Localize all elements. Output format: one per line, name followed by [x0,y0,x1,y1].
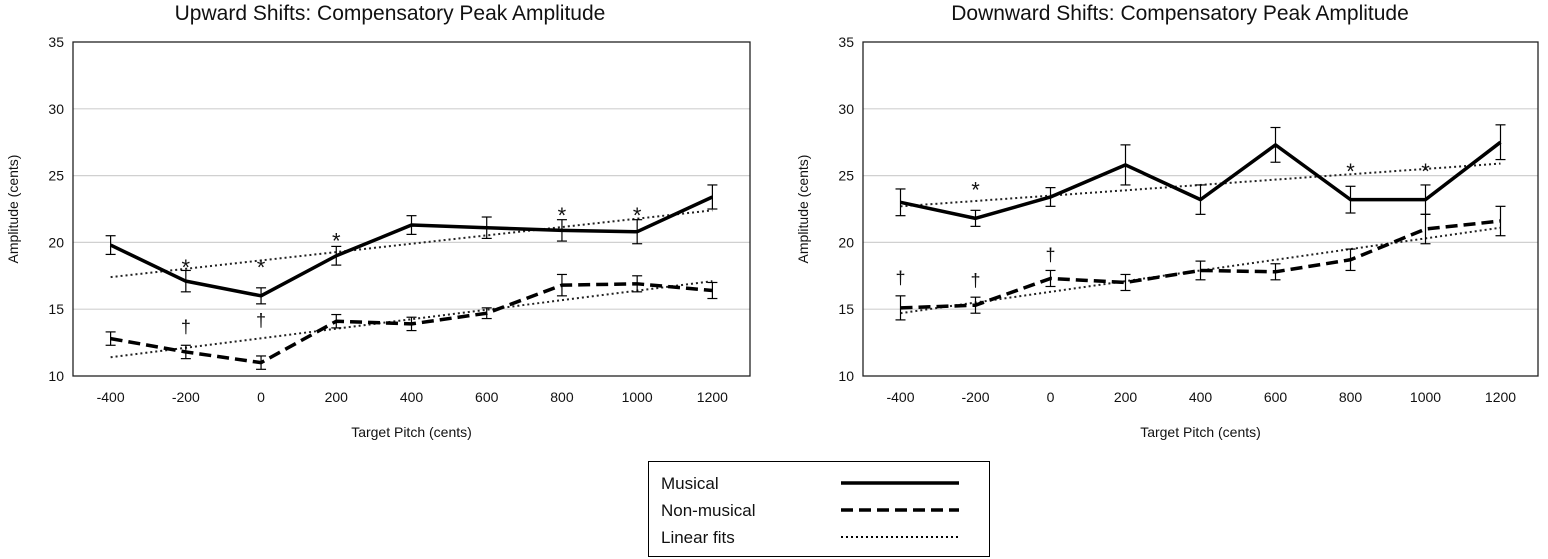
x-tick-label: -400 [97,389,125,405]
legend-item-musical: Musical [661,472,981,498]
legend-item-linear-fits: Linear fits [661,526,981,552]
chart-title: Upward Shifts: Compensatory Peak Amplitu… [174,2,606,25]
x-tick-label: 400 [400,389,424,405]
y-tick-label: 10 [838,368,854,384]
downward-shifts-plot: 10 15 20 25 30 35 -400 -200 0 200 400 600 800 1000 120… [795,34,1539,440]
significance-star: * [332,228,341,253]
significance-star: * [971,178,980,203]
x-tick-label: 1000 [622,389,653,405]
x-tick-label: 1200 [1485,389,1516,405]
x-axis-label: Target Pitch (cents) [1140,424,1261,440]
legend-label: Musical [661,474,719,493]
y-tick-label: 35 [838,34,854,50]
significance-star: * [633,203,642,228]
y-tick-label: 35 [48,34,64,50]
x-tick-label: -200 [172,389,200,405]
plot-frame [72,41,751,377]
significance-dagger: † [1045,245,1055,265]
significance-dagger: † [181,317,191,337]
linear-fit-line [900,226,1501,315]
y-axis-label: Amplitude (cents) [795,155,811,264]
x-tick-label: 400 [1189,389,1213,405]
chart-title: Downward Shifts: Compensatory Peak Ampli… [951,2,1409,25]
plot-frame [862,41,1539,377]
significance-star: * [182,255,191,280]
x-tick-label: 1000 [1410,389,1441,405]
x-tick-label: 0 [1047,389,1055,405]
x-tick-label: 800 [550,389,574,405]
y-tick-label: 10 [48,368,64,384]
legend-label: Linear fits [661,528,735,547]
y-tick-label: 25 [48,168,64,184]
significance-star: * [1346,159,1355,184]
y-tick-label: 15 [838,301,854,317]
y-tick-label: 30 [48,101,64,117]
y-tick-label: 30 [838,101,854,117]
legend-item-non-musical: Non-musical [661,499,981,525]
linear-fit-line [110,280,713,359]
dotted-line-swatch [841,536,959,538]
non-musical-series-line [900,219,1501,310]
y-tick-label: 20 [48,234,64,250]
x-axis-label: Target Pitch (cents) [351,424,472,440]
x-tick-label: 600 [1264,389,1288,405]
x-tick-label: 600 [475,389,499,405]
dashed-line-swatch [841,508,959,512]
solid-line-swatch [841,481,959,485]
x-tick-label: 1200 [697,389,728,405]
downward-shifts-chart: Downward Shifts: Compensatory Peak Ampli… [780,0,1548,450]
upward-shifts-plot: 10 15 20 25 30 35 -400 -200 0 200 400 600 800 1000 120… [5,34,751,440]
y-tick-label: 20 [838,234,854,250]
legend-label: Non-musical [661,501,756,520]
legend: Musical Non-musical Linear fits [648,461,990,557]
significance-star: * [558,203,567,228]
x-tick-label: 800 [1339,389,1363,405]
x-tick-label: -400 [886,389,914,405]
x-tick-label: -200 [961,389,989,405]
y-tick-label: 15 [48,301,64,317]
significance-star: * [1421,159,1430,184]
significance-dagger: † [256,311,266,331]
linear-fit-line [110,209,713,279]
upward-shifts-chart: Upward Shifts: Compensatory Peak Amplitu… [0,0,780,450]
significance-star: * [257,255,266,280]
musical-series-line [109,195,714,298]
y-tick-label: 25 [838,168,854,184]
significance-dagger: † [970,270,980,290]
x-tick-label: 200 [325,389,349,405]
x-tick-label: 200 [1114,389,1138,405]
significance-dagger: † [895,268,905,288]
y-axis-label: Amplitude (cents) [5,155,21,264]
x-tick-label: 0 [257,389,265,405]
